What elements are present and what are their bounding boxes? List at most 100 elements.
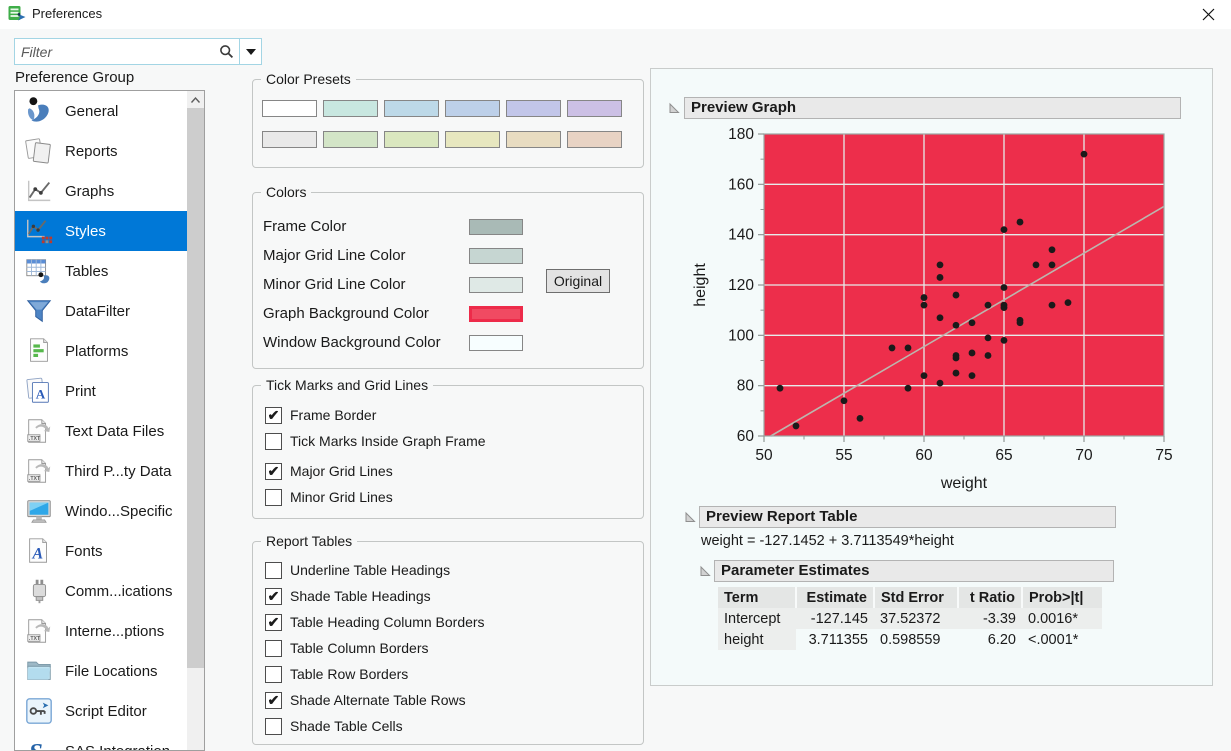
- preset-swatch[interactable]: [262, 100, 317, 117]
- sidebar-item-tables[interactable]: Tables: [15, 251, 188, 291]
- folder-icon: [22, 655, 56, 687]
- preset-row-2: [262, 131, 622, 148]
- preview-report-table-header[interactable]: Preview Report Table: [699, 506, 1116, 528]
- svg-text:A: A: [36, 387, 46, 402]
- checkbox-minor-grid-lines[interactable]: [265, 488, 282, 506]
- preset-swatch[interactable]: [323, 100, 378, 117]
- color-setting-label: Minor Grid Line Color: [263, 276, 406, 293]
- color-well[interactable]: [469, 219, 523, 235]
- checkbox-frame-border[interactable]: ✔: [265, 406, 282, 424]
- preset-swatch[interactable]: [445, 100, 500, 117]
- svg-text:140: 140: [728, 227, 754, 244]
- sidebar-item-styles[interactable]: Styles: [15, 211, 188, 251]
- preset-swatch[interactable]: [506, 131, 561, 148]
- sidebar-item-graphs[interactable]: Graphs: [15, 171, 188, 211]
- disclosure-icon[interactable]: [699, 565, 711, 577]
- sidebar-item-platforms[interactable]: Platforms: [15, 331, 188, 371]
- preset-swatch[interactable]: [384, 131, 439, 148]
- line-chart-icon: [22, 175, 56, 207]
- sidebar-item-interne-ptions[interactable]: .TXT Interne...ptions: [15, 611, 188, 651]
- sidebar-item-label: Graphs: [65, 182, 115, 200]
- preset-swatch[interactable]: [262, 131, 317, 148]
- sidebar-item-label: Print: [65, 382, 96, 400]
- tick-marks-group: Tick Marks and Grid Lines ✔ Frame Border T…: [252, 377, 644, 519]
- checkbox-label: Table Row Borders: [290, 666, 409, 682]
- sidebar-item-third-p-ty-data[interactable]: .TXT Third P...ty Data: [15, 451, 188, 491]
- print-pages-icon: A: [22, 375, 56, 407]
- preview-graph-header[interactable]: Preview Graph: [684, 97, 1181, 119]
- search-icon[interactable]: [213, 39, 239, 64]
- value-cell: <.0001*: [1028, 631, 1079, 648]
- checkbox-shade-table-headings[interactable]: ✔: [265, 587, 282, 605]
- checkbox-shade-alternate-table-rows[interactable]: ✔: [265, 691, 282, 709]
- svg-text:160: 160: [728, 176, 754, 193]
- svg-text:weight: weight: [940, 475, 988, 492]
- checkbox-tick-marks-inside-graph-frame[interactable]: [265, 432, 282, 450]
- filter-dropdown-button[interactable]: [239, 39, 261, 64]
- sidebar-item-sas-integration[interactable]: S SAS Integration: [15, 731, 188, 750]
- checkbox-label: Tick Marks Inside Graph Frame: [290, 433, 486, 449]
- tick-marks-title: Tick Marks and Grid Lines: [261, 377, 434, 393]
- sidebar-scrollbar[interactable]: [187, 91, 204, 750]
- checkbox-row: Table Column Borders: [253, 635, 643, 661]
- sidebar-item-text-data-files[interactable]: .TXT Text Data Files: [15, 411, 188, 451]
- sidebar-item-script-editor[interactable]: Script Editor: [15, 691, 188, 731]
- sas-icon: S: [22, 735, 56, 750]
- checkbox-row: Minor Grid Lines: [253, 484, 643, 510]
- checkbox-table-heading-column-borders[interactable]: ✔: [265, 613, 282, 631]
- svg-text:180: 180: [728, 126, 754, 143]
- checkbox-row: ✔ Shade Table Headings: [253, 583, 643, 609]
- sidebar-item-file-locations[interactable]: File Locations: [15, 651, 188, 691]
- value-cell: 0.0016*: [1022, 608, 1102, 629]
- sidebar-item-label: Script Editor: [65, 702, 147, 720]
- color-well[interactable]: [469, 277, 523, 293]
- disclosure-icon[interactable]: [684, 511, 696, 523]
- svg-text:A: A: [31, 546, 43, 563]
- preview-panel: Preview Graph 50 55 60 65 70 75 60 80 100 120 140 1…: [650, 68, 1213, 686]
- preset-row-1: [262, 100, 622, 117]
- value-cell: -3.39: [958, 608, 1022, 629]
- preset-swatch[interactable]: [567, 131, 622, 148]
- checkbox-label: Table Heading Column Borders: [290, 614, 485, 630]
- preset-swatch[interactable]: [323, 131, 378, 148]
- sidebar-item-general[interactable]: General: [15, 91, 188, 131]
- sidebar-item-print[interactable]: A Print: [15, 371, 188, 411]
- disclosure-icon[interactable]: [668, 102, 680, 114]
- preset-swatch[interactable]: [384, 100, 439, 117]
- checkbox-table-row-borders[interactable]: [265, 665, 282, 683]
- svg-text:80: 80: [737, 378, 755, 395]
- svg-text:65: 65: [995, 447, 1012, 464]
- checkbox-major-grid-lines[interactable]: ✔: [265, 462, 282, 480]
- sidebar-item-comm-ications[interactable]: Comm...ications: [15, 571, 188, 611]
- sidebar-item-label: Third P...ty Data: [65, 462, 172, 480]
- txt-file-icon: .TXT: [22, 415, 56, 447]
- scrollbar-up-button[interactable]: [187, 91, 204, 108]
- table-column-header: Prob>|t|: [1022, 587, 1102, 608]
- app-icon: [8, 5, 26, 23]
- checkbox-table-column-borders[interactable]: [265, 639, 282, 657]
- scrollbar-thumb[interactable]: [187, 108, 204, 668]
- sidebar-item-fonts[interactable]: A Fonts: [15, 531, 188, 571]
- sidebar-item-datafilter[interactable]: DataFilter: [15, 291, 188, 331]
- report-tables-group: Report Tables Underline Table Headings ✔ S…: [252, 533, 644, 745]
- preset-swatch[interactable]: [445, 131, 500, 148]
- preset-swatch[interactable]: [506, 100, 561, 117]
- filter-input[interactable]: [15, 39, 213, 64]
- color-setting-row: Major Grid Line Color: [263, 246, 633, 266]
- color-setting-label: Window Background Color: [263, 334, 441, 351]
- value-cell: 37.52372: [874, 608, 958, 629]
- close-button[interactable]: [1185, 0, 1231, 29]
- value-cell: -127.145: [796, 608, 874, 629]
- platform-doc-icon: [22, 335, 56, 367]
- checkbox-shade-table-cells[interactable]: [265, 717, 282, 735]
- preset-swatch[interactable]: [567, 100, 622, 117]
- svg-text:70: 70: [1075, 447, 1093, 464]
- original-button[interactable]: Original: [546, 269, 610, 293]
- color-well[interactable]: [469, 335, 523, 351]
- color-well[interactable]: [469, 306, 523, 322]
- sidebar-item-windo-specific[interactable]: Windo...Specific: [15, 491, 188, 531]
- parameter-estimates-header[interactable]: Parameter Estimates: [714, 560, 1114, 582]
- color-well[interactable]: [469, 248, 523, 264]
- checkbox-underline-table-headings[interactable]: [265, 561, 282, 579]
- sidebar-item-reports[interactable]: Reports: [15, 131, 188, 171]
